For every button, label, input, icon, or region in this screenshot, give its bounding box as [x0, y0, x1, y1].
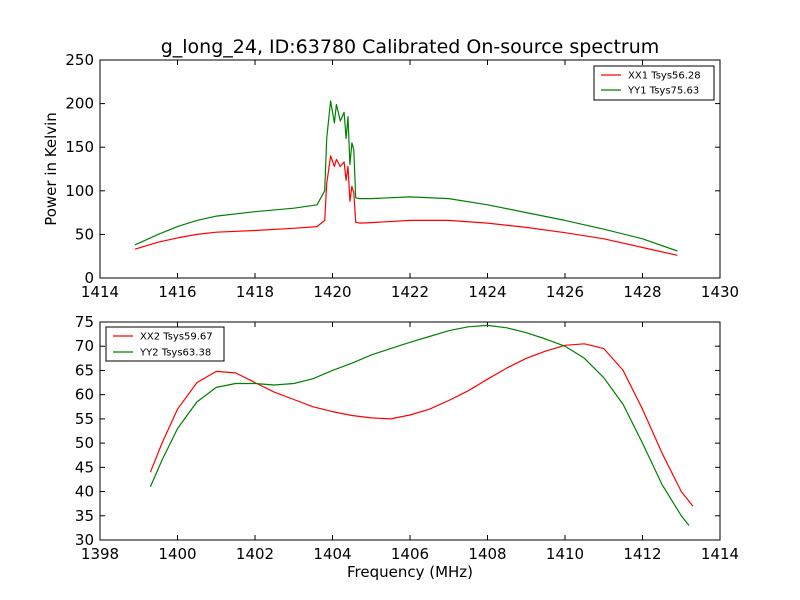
series-line-yy2: [149, 324, 690, 526]
plot-top-series: [134, 100, 678, 256]
legend-label-yy1: YY1 Tsys75.63: [627, 86, 699, 97]
y-tick-label: 50: [75, 434, 94, 452]
y-tick-label: 200: [65, 95, 94, 113]
x-tick-label: 1426: [546, 283, 584, 301]
x-tick-label: 1398: [81, 545, 119, 563]
plot-bottom-border: [99, 321, 721, 541]
legend-frame: [593, 65, 715, 101]
y-tick-label: 45: [75, 458, 94, 476]
y-tick-label: 55: [75, 410, 94, 428]
y-tick-label: 35: [75, 507, 94, 525]
x-tick-label: 1422: [391, 283, 429, 301]
x-tick-label: 1420: [313, 283, 351, 301]
series-line-xx2: [149, 343, 694, 507]
plot-top-x-ticks: 1414 1416 1418 1420 1422 1424 1426 1428 1430: [81, 60, 739, 301]
plot-top: 1414 1416 1418 1420 1422 1424 1426 1428 1430 0 50…: [42, 51, 739, 301]
x-tick-label: 1424: [468, 283, 506, 301]
y-tick-label: 30: [75, 531, 94, 549]
plot-top-border: [99, 59, 721, 279]
chart-title: g_long_24, ID:63780 Calibrated On-source…: [161, 36, 660, 58]
legend-label-xx1: XX1 Tsys56.28: [628, 71, 701, 82]
y-tick-label: 75: [75, 313, 94, 331]
plot-bottom-legend: XX2 Tsys59.67 YY2 Tsys63.38: [105, 326, 225, 362]
x-tick-label: 1404: [313, 545, 351, 563]
y-tick-label: 0: [84, 269, 94, 287]
y-tick-label: 100: [65, 182, 94, 200]
y-tick-label: 65: [75, 361, 94, 379]
plot-top-y-ticks: 0 50 100 150 200 250: [65, 51, 720, 287]
plot-bottom: 1398 1400 1402 1404 1406 1408 1410 1412 1414 303…: [75, 313, 739, 581]
plot-bottom-series: [149, 324, 694, 526]
x-tick-label: 1406: [391, 545, 429, 563]
x-tick-label: 1430: [701, 283, 739, 301]
plot-bottom-x-ticks: 1398 1400 1402 1404 1406 1408 1410 1412 1414: [81, 322, 739, 563]
x-tick-label: 1410: [546, 545, 584, 563]
legend-label-yy2: YY2 Tsys63.38: [139, 348, 211, 359]
x-tick-label: 1428: [623, 283, 661, 301]
plot-top-legend: XX1 Tsys56.28 YY1 Tsys75.63: [593, 65, 715, 101]
x-tick-label: 1400: [158, 545, 196, 563]
series-line-yy1: [134, 100, 678, 252]
y-tick-label: 250: [65, 51, 94, 69]
x-tick-label: 1414: [701, 545, 739, 563]
plot-bottom-y-ticks: 30 35 40 45 50 55 60 65 70 75: [75, 313, 720, 549]
x-tick-label: 1408: [468, 545, 506, 563]
x-tick-label: 1418: [236, 283, 274, 301]
y-tick-label: 150: [65, 138, 94, 156]
y-tick-label: 40: [75, 483, 94, 501]
y-tick-label: 60: [75, 386, 94, 404]
y-tick-label: 70: [75, 337, 94, 355]
series-line-xx1: [134, 155, 678, 256]
x-tick-label: 1414: [81, 283, 119, 301]
x-tick-label: 1416: [158, 283, 196, 301]
plot-top-y-axis-label: Power in Kelvin: [42, 112, 60, 226]
x-tick-label: 1412: [623, 545, 661, 563]
y-tick-label: 50: [75, 225, 94, 243]
x-tick-label: 1402: [236, 545, 274, 563]
legend-frame: [105, 326, 225, 362]
legend-label-xx2: XX2 Tsys59.67: [140, 332, 213, 343]
plot-bottom-x-axis-label: Frequency (MHz): [347, 563, 473, 581]
